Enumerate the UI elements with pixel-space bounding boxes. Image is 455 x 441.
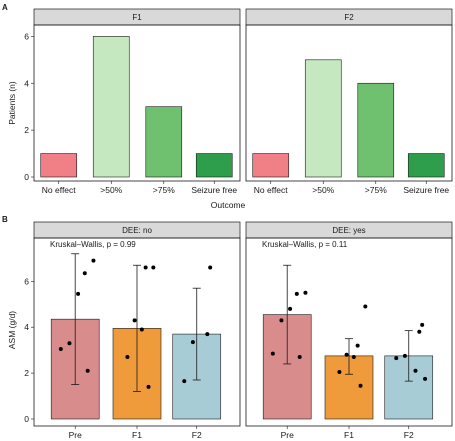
panel-a-bar bbox=[145, 106, 183, 178]
panel-b-point bbox=[423, 376, 428, 381]
panel-b-point bbox=[363, 304, 368, 309]
panel-b-strip-label-1: DEE: yes bbox=[332, 226, 365, 235]
panel-b-point bbox=[76, 291, 81, 296]
panel-a-bar bbox=[304, 59, 342, 178]
panel-a-bar bbox=[92, 36, 130, 178]
panel-b-point bbox=[67, 341, 72, 346]
panel-b-point bbox=[270, 351, 275, 356]
panel-b-point bbox=[402, 353, 407, 358]
panel-a-bar bbox=[252, 153, 290, 178]
panel-b-point bbox=[208, 265, 213, 270]
panel-b-point bbox=[143, 265, 148, 270]
panel-a: A F1 No effect >50% >75% Seizure free F2 No ef… bbox=[2, 3, 453, 210]
panel-b-point bbox=[294, 291, 299, 296]
panel-b-point bbox=[303, 290, 308, 295]
panel-a-y-tick-label: 6 bbox=[24, 31, 29, 41]
panel-a-x-tick-label: >50% bbox=[312, 185, 334, 195]
panel-b-point bbox=[279, 318, 284, 323]
panel-a-bar bbox=[40, 153, 78, 178]
panel-a-strip-label-1: F2 bbox=[344, 13, 354, 22]
panel-b-point bbox=[205, 332, 210, 337]
panel-b-kruskal-annotation-1: Kruskal–Wallis, p = 0.11 bbox=[262, 240, 348, 249]
panel-b-point bbox=[394, 356, 399, 361]
panel-a-x-tick-label: Seizure free bbox=[403, 185, 449, 195]
panel-b-y-tick-label: 2 bbox=[24, 368, 29, 378]
panel-b-point bbox=[182, 379, 187, 384]
panel-b-point bbox=[91, 258, 96, 263]
panel-a-frame-0 bbox=[33, 24, 241, 182]
panel-a-x-tick-label: >50% bbox=[100, 185, 122, 195]
panel-a-bar bbox=[407, 153, 445, 178]
panel-b-point bbox=[358, 383, 363, 388]
panel-a-y-tick-label: 2 bbox=[24, 125, 29, 135]
panel-a-bar bbox=[357, 82, 395, 178]
panel-b-point bbox=[297, 355, 302, 360]
panel-a-letter: A bbox=[2, 3, 8, 12]
panel-a-frame-1 bbox=[245, 24, 453, 182]
panel-a-bar bbox=[195, 153, 233, 178]
panel-a-strip-label-0: F1 bbox=[132, 13, 142, 22]
panel-b-x-tick-label: F2 bbox=[192, 430, 202, 440]
panel-b-point bbox=[420, 322, 425, 327]
panel-b-point bbox=[355, 343, 360, 348]
panel-b-point bbox=[85, 368, 90, 373]
panel-b-point bbox=[337, 369, 342, 374]
panel-b-letter: B bbox=[2, 215, 8, 224]
panel-b-point bbox=[58, 347, 63, 352]
panel-b-x-tick-label: Pre bbox=[281, 430, 295, 440]
panel-b-point bbox=[190, 340, 195, 345]
panel-b-y-tick-label: 6 bbox=[24, 276, 29, 286]
panel-b-point bbox=[351, 355, 356, 360]
panel-a-y-tick-label: 4 bbox=[24, 78, 29, 88]
panel-b-point bbox=[125, 355, 130, 360]
panel-b-point bbox=[146, 384, 151, 389]
panel-b-strip-label-0: DEE: no bbox=[122, 226, 152, 235]
panel-b-point bbox=[417, 329, 422, 334]
panel-b-kruskal-annotation-0: Kruskal–Wallis, p = 0.99 bbox=[50, 240, 136, 249]
panel-b-x-tick-label: F2 bbox=[404, 430, 414, 440]
panel-b-point bbox=[132, 318, 137, 323]
panel-a-y-tick-label: 0 bbox=[24, 172, 29, 182]
panel-a-x-tick-label: No effect bbox=[254, 185, 289, 195]
panel-b-x-tick-label: F1 bbox=[344, 430, 354, 440]
panel-b-point bbox=[82, 271, 87, 276]
panel-a-y-axis-title: Patients (n) bbox=[7, 81, 17, 125]
panel-b-x-tick-label: F1 bbox=[132, 430, 142, 440]
panel-a-x-tick-label: >75% bbox=[365, 185, 387, 195]
panel-b-point bbox=[151, 265, 156, 270]
panel-a-x-tick-label: No effect bbox=[42, 185, 77, 195]
panel-b-point bbox=[139, 327, 144, 332]
panel-b: B DEE: no Kruskal–Wallis, p = 0.99 Pre F1 F2… bbox=[2, 215, 453, 440]
panel-a-x-tick-label: >75% bbox=[153, 185, 175, 195]
panel-a-x-tick-label: Seizure free bbox=[191, 185, 237, 195]
panel-b-point bbox=[413, 368, 418, 373]
panel-b-point bbox=[344, 352, 349, 357]
panel-b-point bbox=[288, 306, 293, 311]
panel-b-x-tick-label: Pre bbox=[69, 430, 83, 440]
panel-b-y-axis-title: ASM (g/d) bbox=[7, 311, 17, 349]
panel-b-y-tick-label: 0 bbox=[24, 414, 29, 424]
panel-a-x-axis-title: Outcome bbox=[211, 200, 246, 210]
panel-b-y-tick-label: 4 bbox=[24, 322, 29, 332]
